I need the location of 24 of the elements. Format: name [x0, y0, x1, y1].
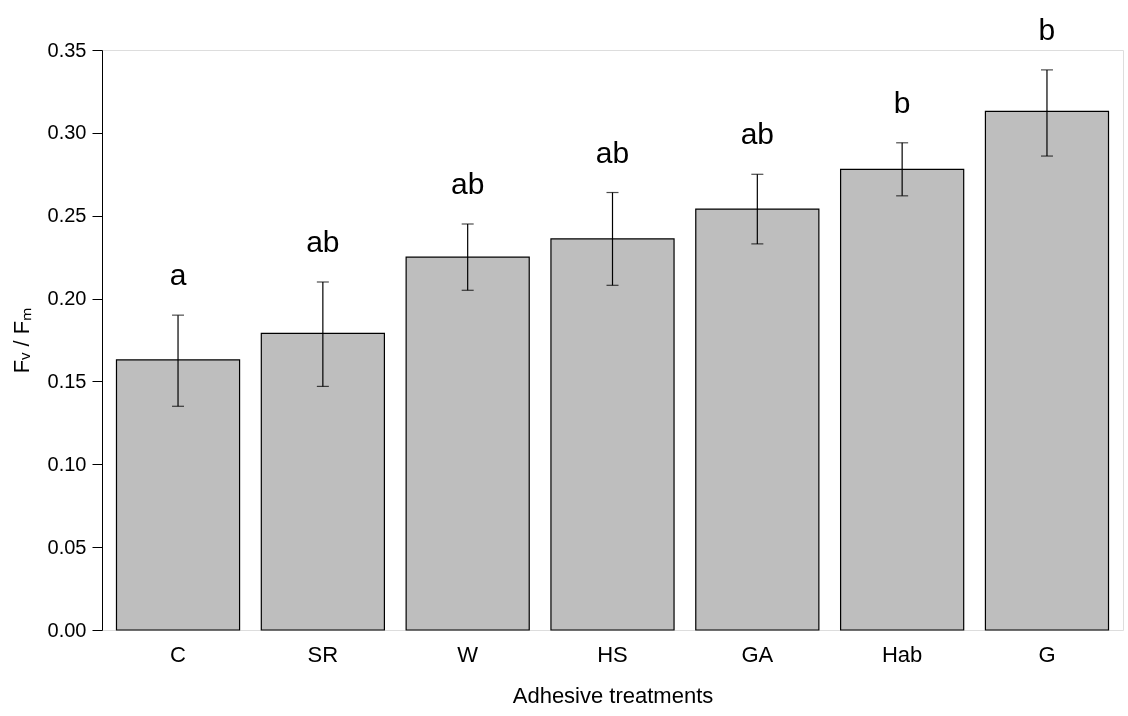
annotation: ab — [306, 225, 340, 258]
y-tick-label: 0.20 — [47, 287, 87, 310]
x-tick-label: C — [170, 641, 187, 667]
y-tick-label: 0.15 — [47, 369, 87, 392]
annotation: b — [1038, 12, 1056, 46]
annotation: ab — [740, 117, 775, 151]
y-tick-label: 0.00 — [47, 618, 87, 641]
x-axis-title: Adhesive treatments — [512, 682, 714, 708]
annotation: b — [893, 85, 911, 119]
y-tick-label: 0.10 — [47, 452, 87, 475]
y-tick-label: 0.30 — [47, 121, 87, 144]
x-tick-label: Hab — [881, 641, 923, 667]
x-tick-label: SR — [307, 641, 339, 667]
annotation: ab — [450, 167, 485, 200]
y-tick-label: 0.35 — [47, 38, 87, 61]
y-axis-title: Fᵥ / Fₘ — [8, 307, 34, 374]
x-tick-label: G — [1038, 641, 1056, 667]
x-tick-label: HS — [597, 641, 628, 667]
x-tick-label: W — [457, 641, 479, 667]
annotation: ab — [595, 135, 630, 169]
y-tick-label: 0.25 — [47, 204, 87, 227]
y-tick-label: 0.05 — [47, 535, 87, 558]
x-tick-label: GA — [741, 641, 774, 667]
annotation: a — [169, 258, 187, 292]
